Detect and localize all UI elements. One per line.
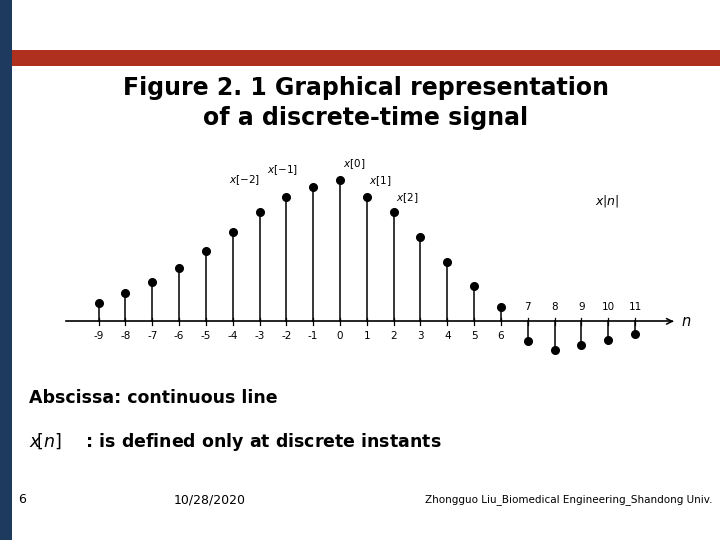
Text: 9: 9 — [578, 302, 585, 312]
Text: $x[-2]$: $x[-2]$ — [228, 173, 259, 187]
Text: $x\!\left[n\right]$    : is defined only at discrete instants: $x\!\left[n\right]$ : is defined only at… — [30, 431, 442, 453]
Text: 10: 10 — [602, 302, 615, 312]
Text: 11: 11 — [629, 302, 642, 312]
Text: 2: 2 — [390, 330, 397, 341]
Text: -4: -4 — [228, 330, 238, 341]
Text: 4: 4 — [444, 330, 451, 341]
Text: 10/28/2020: 10/28/2020 — [174, 494, 246, 507]
Text: Figure 2. 1 Graphical representation
of a discrete-time signal: Figure 2. 1 Graphical representation of … — [122, 76, 609, 131]
Text: -1: -1 — [308, 330, 318, 341]
Text: $x[-1]$: $x[-1]$ — [267, 163, 298, 177]
Text: Zhongguo Liu_Biomedical Engineering_Shandong Univ.: Zhongguo Liu_Biomedical Engineering_Shan… — [426, 495, 713, 505]
Text: -5: -5 — [201, 330, 211, 341]
Text: -3: -3 — [254, 330, 265, 341]
Text: $x[2]$: $x[2]$ — [396, 192, 418, 205]
Text: 6: 6 — [19, 494, 27, 507]
Text: -7: -7 — [147, 330, 158, 341]
Text: $x|n|$: $x|n|$ — [595, 193, 619, 209]
Text: $x[1]$: $x[1]$ — [369, 174, 392, 188]
Text: $n$: $n$ — [680, 314, 690, 329]
Text: Abscissa: continuous line: Abscissa: continuous line — [30, 389, 278, 407]
Text: 0: 0 — [337, 330, 343, 341]
Text: -8: -8 — [120, 330, 130, 341]
Text: -9: -9 — [94, 330, 104, 341]
Text: 5: 5 — [471, 330, 477, 341]
Text: -2: -2 — [282, 330, 292, 341]
Text: 6: 6 — [498, 330, 504, 341]
Text: 8: 8 — [552, 302, 558, 312]
Text: -6: -6 — [174, 330, 184, 341]
Text: 7: 7 — [524, 302, 531, 312]
Text: 1: 1 — [364, 330, 370, 341]
Text: 3: 3 — [417, 330, 424, 341]
Text: $x[0]$: $x[0]$ — [343, 158, 365, 172]
